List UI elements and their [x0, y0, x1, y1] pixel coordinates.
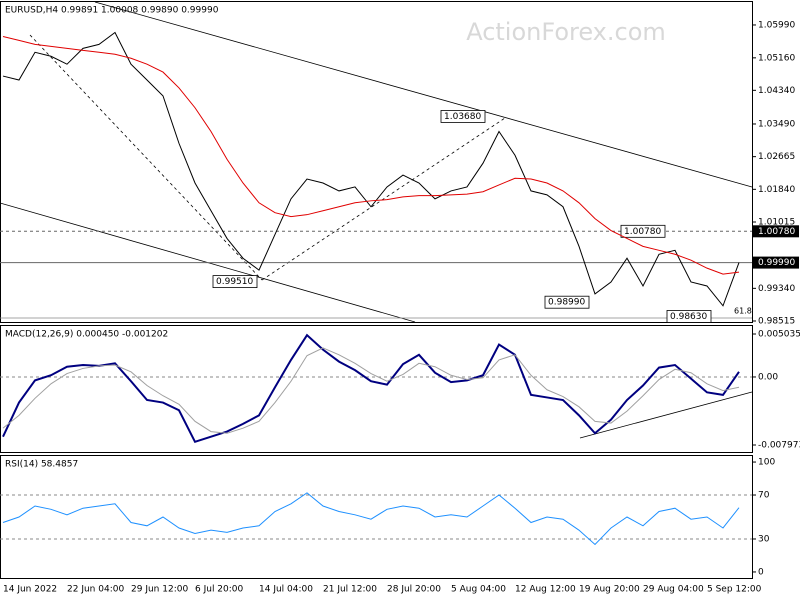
x-tick-label: 21 Jul 12:00 [323, 585, 377, 595]
frames [0, 1, 753, 579]
x-tick-label: 19 Aug 20:00 [579, 585, 640, 595]
annotation-box [620, 224, 666, 238]
y-tick-label: 1.05990 [758, 20, 795, 30]
y-tick-label: 1.01840 [758, 185, 795, 195]
y-tick-label: 0.98515 [758, 317, 795, 327]
x-tick-label: 29 Jun 12:00 [131, 585, 188, 595]
x-tick-label: 14 Jul 04:00 [259, 585, 313, 595]
annotation-box [440, 110, 486, 123]
y-tick-label: 70 [758, 491, 770, 501]
y-tick-label: 1.02665 [758, 152, 795, 162]
x-tick-label: 29 Aug 04:00 [643, 585, 704, 595]
y-tick-label: 0.99340 [758, 284, 795, 294]
level-label: 0.99990 [758, 258, 795, 268]
macd-title: MACD(12,26,9) 0.000450 -0.001202 [5, 330, 168, 340]
level-tag [753, 256, 799, 269]
y-tick-label: 0.00 [758, 372, 778, 382]
series-line [2, 31, 740, 307]
y-tick-label: 1.05160 [758, 53, 795, 63]
x-tick-label: 12 Aug 12:00 [515, 585, 576, 595]
x-tick-label: 22 Jun 04:00 [67, 585, 124, 595]
annotation-box [666, 310, 712, 323]
y-tick-label: 1.04340 [758, 86, 795, 96]
x-tick-label: 14 Jun 2022 [3, 585, 57, 595]
x-tick-label: 5 Sep 12:00 [707, 585, 762, 595]
watermark: ActionForex.com [466, 18, 666, 46]
y-tick-label: 1.03490 [758, 119, 795, 129]
series-line [2, 347, 740, 434]
y-tick-label: 100 [758, 458, 775, 468]
level-label: 1.00780 [758, 227, 795, 237]
x-tick-label: 28 Jul 20:00 [387, 585, 441, 595]
price-title: EURUSD,H4 0.99891 1.00008 0.99890 0.9999… [5, 6, 219, 16]
y-tick-label: 0 [758, 567, 764, 577]
annotation-label: 0.98630 [670, 312, 707, 322]
annotation-box [544, 295, 590, 309]
series-line [2, 492, 740, 546]
y-tick-label: 1.01015 [758, 218, 795, 228]
y-tick-label: -0.007973 [758, 441, 800, 451]
annotation-label: 0.98990 [548, 298, 585, 308]
rsi-title: RSI(14) 58.4857 [5, 460, 78, 470]
fib-label: 61.8 [734, 307, 752, 316]
x-tick-label: 6 Jul 20:00 [195, 585, 244, 595]
annotation-label: 1.00780 [624, 227, 661, 237]
annotation-label: 0.99510 [216, 277, 253, 287]
x-tick-label: 5 Aug 04:00 [451, 585, 506, 595]
series-line [2, 333, 740, 444]
annotation-box [212, 275, 258, 289]
series-line [2, 35, 740, 275]
y-tick-label: 0.005035 [758, 330, 800, 340]
level-tag [753, 225, 799, 238]
y-tick-label: 30 [758, 534, 770, 544]
annotation-label: 1.03680 [444, 112, 481, 122]
